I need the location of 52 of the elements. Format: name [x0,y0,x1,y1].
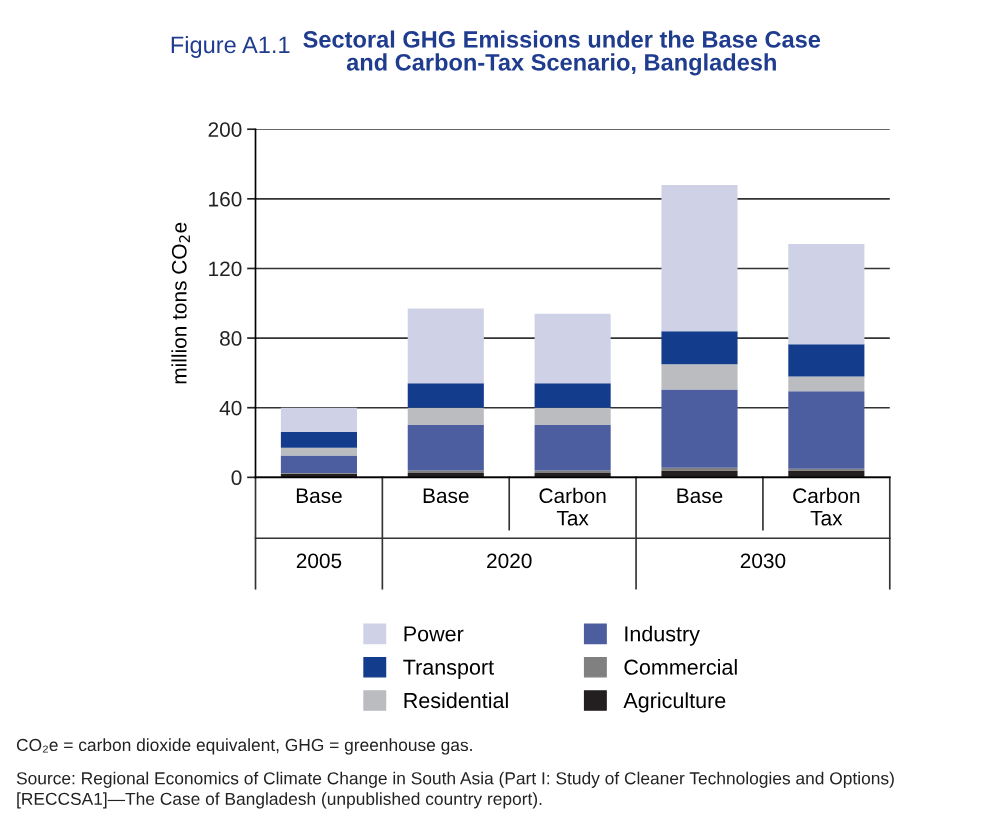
bar [534,407,611,426]
x-tick-label: Carbon Tax [539,487,606,526]
bar [280,455,357,473]
bar [661,389,738,468]
text: 2005 [296,553,342,569]
bar [788,391,865,469]
text: 2030 [740,553,786,569]
bar [407,472,484,478]
y-tick-label: 0 [231,470,242,486]
y-tick-label: 120 [209,261,242,277]
legend-label: Transport [403,659,494,680]
bar [407,425,484,471]
y-tick-label: 160 [209,191,242,207]
x-tick-label: Base [677,488,723,504]
bar [534,383,611,408]
text: 2020 [487,553,532,569]
x-tick-label: Base [296,488,342,504]
bar [407,407,484,426]
bar [407,383,484,408]
bar [788,244,865,345]
bar [661,470,738,478]
legend-label: Residential [404,692,508,709]
y-tick-label: 80 [220,331,242,346]
bar [788,470,865,478]
y-tick-label: 200 [208,122,242,137]
bar [280,407,357,433]
bar [661,331,738,365]
bar [534,313,611,384]
bar [534,425,611,471]
bar [280,447,357,456]
chart-subtitle: Sectoral GHG Emissions under the Base Case and Carbon-Tax Scenario, Bangladesh [303,30,821,76]
legend-label: Power [404,626,464,642]
bar [788,344,865,377]
bar [534,472,611,478]
bar [280,473,357,478]
bar [407,308,484,384]
y-tick-label: 40 [219,400,242,416]
y-axis-title: million tons CO$_{2}$e [171,222,190,384]
bar [534,470,611,473]
x-tick-label: Base [423,488,469,504]
legend-label: Commercial [624,659,737,675]
bar [661,364,738,390]
x-tick-label: Carbon Tax [793,487,860,526]
chart-title: Figure A1.1 [171,35,290,58]
bar [788,376,865,392]
legend-label: Industry [625,625,700,646]
legend-label: Agriculture [623,692,726,713]
source-note: Source: Regional Economics of Climate Change in South Asia (Part I: Study of Cleaner Technologies and Options) [RECCSA1]—The Case of Bangladesh (unpublished country report). [16,771,894,809]
bar [280,432,357,448]
bar [407,470,484,473]
bar [661,184,738,332]
text: CO₂e = carbon dioxide equivalent, GHG = greenhouse gas. [16,738,472,755]
